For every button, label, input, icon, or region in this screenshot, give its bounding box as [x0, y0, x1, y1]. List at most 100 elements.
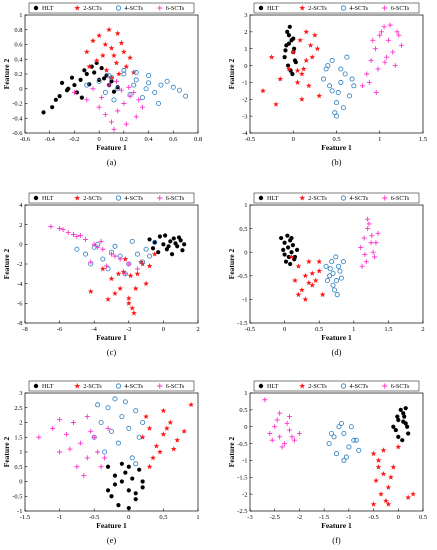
legend-marker-6-scts: [157, 195, 163, 201]
x-axis-label: Feature 1: [321, 333, 352, 342]
point-6-scts: [277, 410, 283, 416]
y-tick-label: 0.2: [14, 71, 22, 78]
point-2-scts: [118, 40, 125, 46]
point-hlt: [283, 259, 289, 264]
point-hlt: [123, 470, 128, 475]
point-2-scts: [150, 454, 156, 461]
point-2-scts: [294, 79, 301, 85]
legend-entry: 4-SCTs: [125, 195, 144, 202]
point-hlt: [173, 241, 178, 246]
point-2-scts: [383, 497, 389, 504]
legend-marker-4-scts: [115, 5, 122, 11]
legend-entry: 2-SCTs: [308, 5, 327, 12]
x-tick-label: 0.4: [145, 136, 154, 143]
point-hlt: [405, 424, 410, 429]
x-tick-label: -0.5: [245, 136, 255, 143]
point-4-scts: [133, 70, 139, 76]
point-2-scts: [129, 305, 136, 311]
point-4-scts: [134, 251, 140, 257]
legend-marker-hlt: [33, 383, 39, 389]
point-4-scts: [136, 434, 142, 440]
x-axis-label: Feature 1: [321, 143, 352, 152]
point-4-scts: [95, 402, 101, 408]
legend-entry: 4-SCTs: [350, 5, 369, 12]
point-hlt: [109, 79, 114, 84]
point-4-scts: [146, 80, 152, 86]
point-4-scts: [338, 420, 344, 426]
point-4-scts: [140, 419, 146, 425]
point-6-scts: [96, 104, 102, 110]
point-2-scts: [312, 277, 319, 283]
y-tick-label: -0.6: [12, 130, 23, 137]
point-6-scts: [370, 249, 376, 255]
point-hlt: [279, 235, 284, 241]
point-6-scts: [81, 473, 87, 479]
point-2-scts: [319, 291, 326, 298]
point-6-scts: [262, 397, 268, 403]
point-4-scts: [102, 449, 108, 455]
point-6-scts: [390, 49, 396, 55]
point-hlt: [69, 75, 75, 80]
point-6-scts: [117, 256, 123, 262]
point-4-scts: [335, 90, 341, 96]
x-tick-label: 0.5: [159, 514, 167, 521]
point-hlt: [406, 431, 411, 436]
point-4-scts: [133, 77, 139, 83]
point-6-scts: [126, 84, 132, 90]
point-6-scts: [377, 32, 383, 38]
y-axis-label: Feature 2: [2, 249, 11, 280]
x-tick-label: 1.5: [419, 136, 427, 143]
x-tick-label: -0.5: [245, 326, 255, 333]
y-tick-label: 0: [244, 424, 247, 431]
point-4-scts: [348, 424, 354, 430]
point-hlt: [398, 407, 403, 412]
point-2-scts: [112, 290, 118, 296]
point-6-scts: [95, 244, 101, 250]
legend-entry: 4-SCTs: [125, 383, 144, 390]
point-2-scts: [314, 45, 321, 52]
point-6-scts: [363, 259, 369, 265]
point-6-scts: [98, 238, 104, 244]
plot-area: [249, 392, 424, 512]
point-hlt: [171, 236, 176, 241]
point-hlt: [157, 234, 163, 239]
point-6-scts: [279, 444, 285, 450]
plot-area: [249, 14, 424, 134]
point-2-scts: [385, 484, 392, 490]
x-tick-label: -8: [22, 326, 27, 333]
point-4-scts: [333, 278, 339, 284]
point-2-scts: [143, 280, 149, 287]
point-hlt: [292, 257, 297, 262]
point-6-scts: [362, 252, 368, 258]
point-4-scts: [119, 414, 125, 420]
point-hlt: [161, 242, 166, 247]
point-4-scts: [133, 408, 139, 414]
y-tick-label: 0.5: [14, 464, 22, 471]
point-4-scts: [351, 83, 357, 89]
point-6-scts: [91, 241, 97, 247]
legend-marker-2-scts: [299, 194, 306, 201]
point-2-scts: [388, 474, 394, 480]
legend-box: [253, 192, 420, 204]
point-hlt: [286, 41, 292, 46]
point-hlt: [140, 479, 145, 484]
point-6-scts: [88, 428, 94, 434]
point-4-scts: [329, 430, 335, 436]
y-tick-label: -0.5: [12, 493, 22, 500]
point-2-scts: [146, 262, 153, 269]
point-2-scts: [100, 52, 106, 58]
point-2-scts: [292, 277, 298, 283]
legend-entry: HLT: [42, 195, 54, 202]
point-4-scts: [327, 83, 333, 89]
point-2-scts: [316, 268, 323, 274]
point-hlt: [116, 503, 121, 508]
legend-marker-6-scts: [382, 383, 388, 389]
x-tick-label: 0: [397, 514, 400, 521]
point-6-scts: [118, 87, 124, 93]
y-tick-label: -4: [242, 130, 248, 137]
point-2-scts: [123, 63, 130, 70]
x-tick-label: -2.5: [270, 514, 280, 521]
point-6-scts: [84, 97, 90, 103]
point-hlt: [126, 488, 131, 493]
x-tick-label: -1: [346, 514, 351, 521]
